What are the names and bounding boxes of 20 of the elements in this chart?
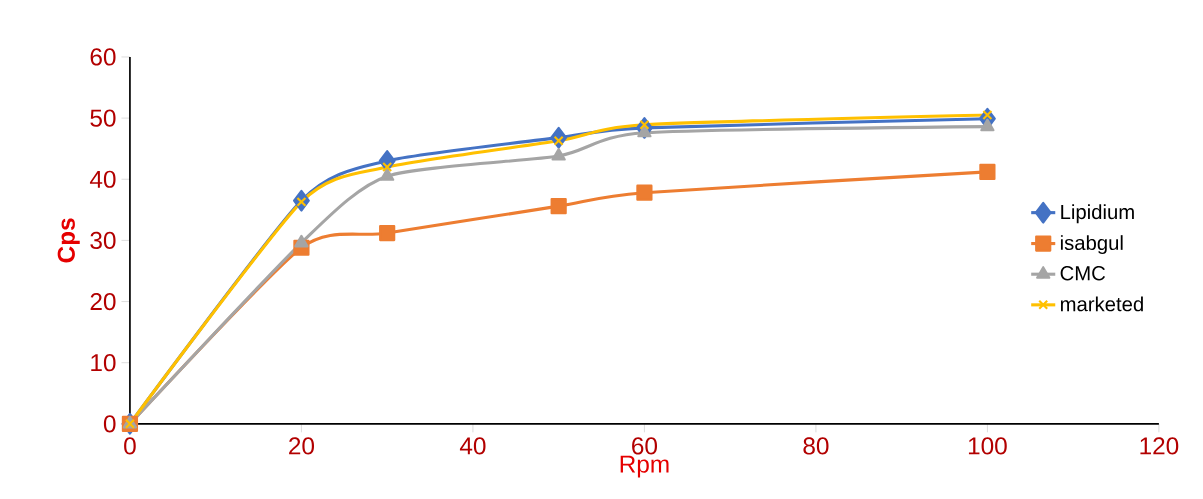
y-tick-label: 0 (103, 415, 116, 433)
y-axis-title: Cps (57, 218, 80, 263)
x-tick-label: 120 (1140, 437, 1179, 455)
y-tick-label: 10 (91, 354, 116, 372)
legend-label: Lipidium (1061, 204, 1134, 224)
x-tick-label: 40 (459, 437, 486, 455)
x-tick-label: 0 (124, 437, 136, 455)
x-tick-label: 20 (289, 437, 315, 455)
y-tick-label: 50 (90, 109, 116, 127)
y-tick-label: 20 (90, 293, 116, 311)
x-axis-title: Rpm (620, 455, 669, 478)
x-tick-label: 100 (968, 437, 1007, 455)
y-tick-label: 40 (89, 170, 116, 188)
legend-label: isabgul (1060, 235, 1123, 255)
y-tick-label: 60 (90, 48, 116, 66)
legend-label: CMC (1060, 266, 1106, 281)
x-tick-label: 80 (803, 437, 829, 455)
x-tick-label: 60 (632, 437, 658, 455)
legend-label: marketed (1060, 296, 1143, 312)
y-tick-label: 30 (90, 231, 116, 250)
